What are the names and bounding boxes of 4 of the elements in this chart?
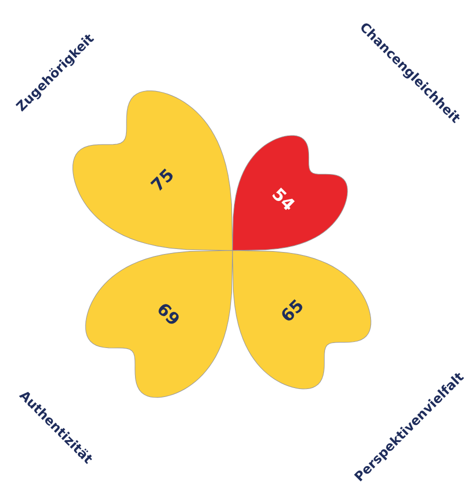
data-label: 54	[267, 184, 298, 216]
data-label: 69	[152, 299, 184, 330]
data-label: 65	[277, 296, 308, 327]
data-label: 75	[148, 165, 179, 196]
